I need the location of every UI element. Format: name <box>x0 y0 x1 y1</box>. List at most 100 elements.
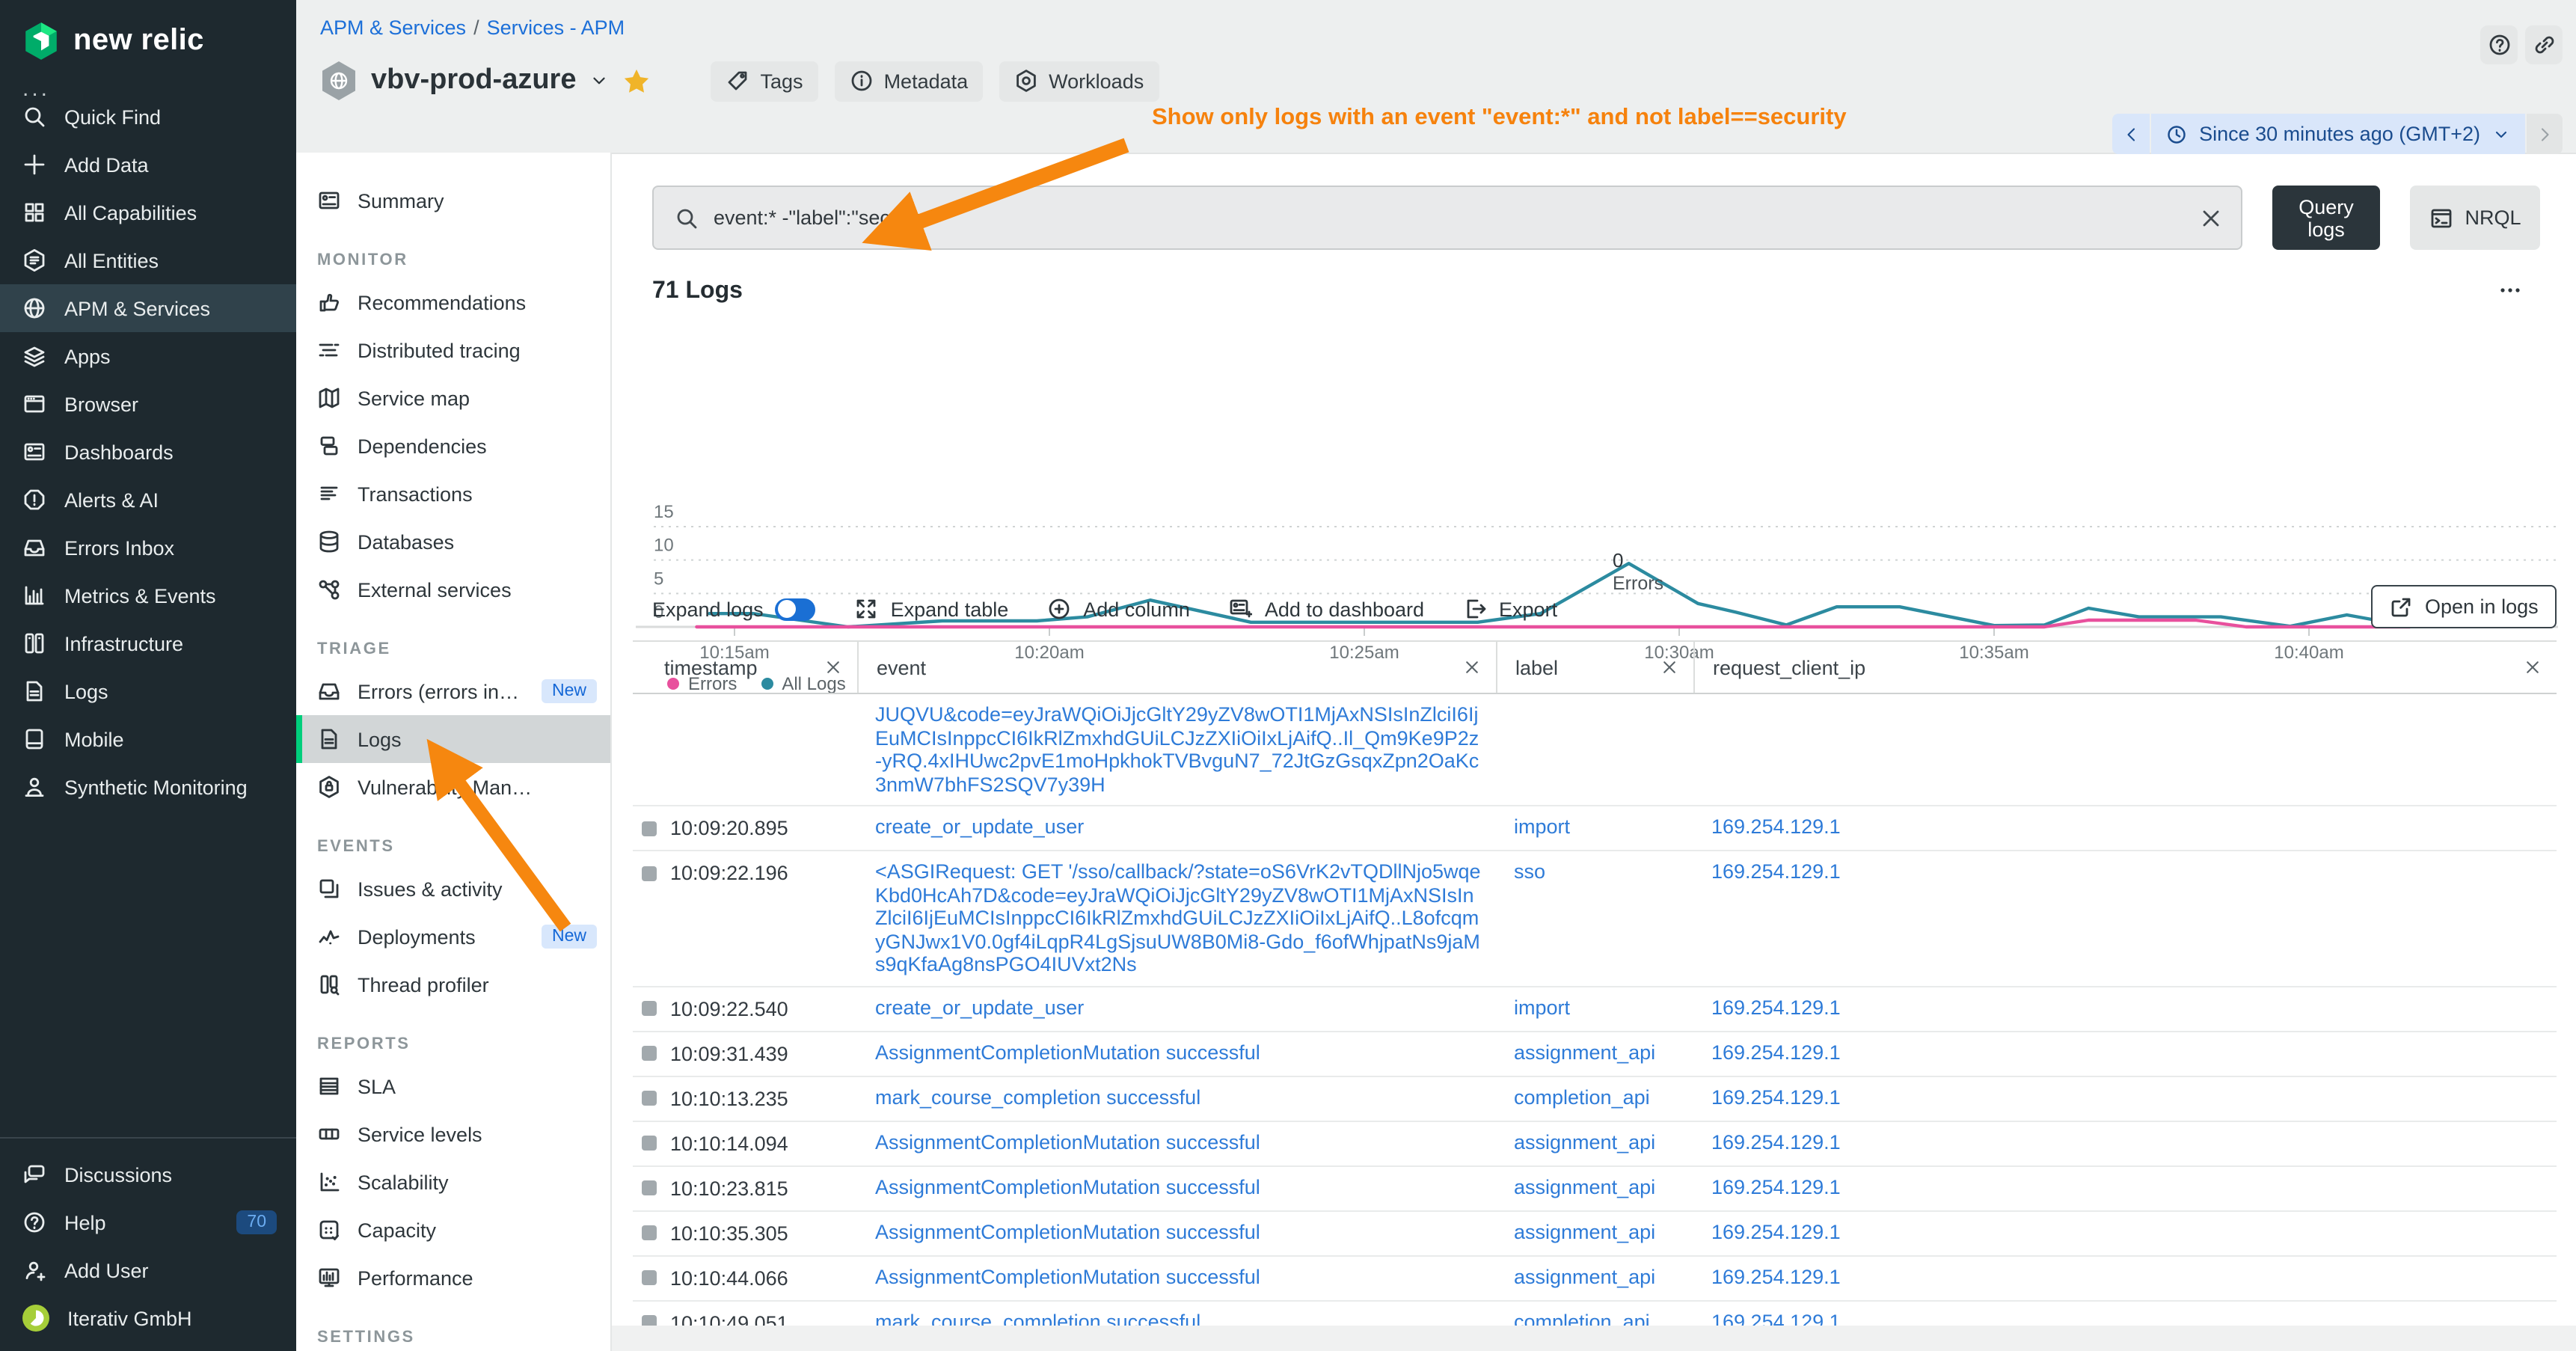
cell-event-link[interactable]: mark_course_completion successful <box>875 1085 1201 1108</box>
cell-event-link[interactable]: <ASGIRequest: GET '/sso/callback/?state=… <box>875 860 1481 975</box>
subnav-item-summary[interactable]: Summary <box>296 177 610 224</box>
sidebar-footer-help[interactable]: Help 70 <box>0 1198 296 1246</box>
new-relic-logo[interactable]: new relic <box>0 0 296 61</box>
table-row[interactable]: JUQVU&code=eyJraWQiOiJjcGltY29yZV8wOTI1M… <box>633 694 2557 806</box>
cell-request-client-ip-link[interactable]: 169.254.129.1 <box>1711 860 1841 883</box>
open-in-logs-button[interactable]: Open in logs <box>2371 585 2557 628</box>
subnav-item-errors-errors-inb[interactable]: Errors (errors inb... New <box>296 667 610 715</box>
expand-logs-toggle[interactable] <box>775 598 816 620</box>
help-button[interactable] <box>2480 25 2518 64</box>
expand-table-button[interactable]: Expand table <box>855 597 1008 621</box>
cell-event-link[interactable]: AssignmentCompletionMutation successful <box>875 1265 1260 1287</box>
sidebar-item-dashboards[interactable]: Dashboards <box>0 428 296 476</box>
subnav-item-service-map[interactable]: Service map <box>296 374 610 422</box>
sidebar-item-errors-inbox[interactable]: Errors Inbox <box>0 524 296 572</box>
cell-request-client-ip-link[interactable]: 169.254.129.1 <box>1711 1085 1841 1108</box>
cell-request-client-ip-link[interactable]: 169.254.129.1 <box>1711 1041 1841 1063</box>
clear-query-button[interactable] <box>2178 206 2223 230</box>
cell-event-link[interactable]: create_or_update_user <box>875 815 1085 838</box>
table-row[interactable]: 10:09:22.196 <ASGIRequest: GET '/sso/call… <box>633 851 2557 987</box>
subnav-item-recommendations[interactable]: Recommendations <box>296 278 610 326</box>
cell-event-link[interactable]: AssignmentCompletionMutation successful <box>875 1220 1260 1243</box>
panel-menu-button[interactable] <box>2498 278 2522 310</box>
legend-all-logs[interactable]: All Logs <box>761 673 846 694</box>
cell-label-link[interactable]: assignment_api <box>1514 1220 1656 1243</box>
log-query-input[interactable] <box>699 206 2178 229</box>
sidebar-item-all-entities[interactable]: All Entities <box>0 236 296 284</box>
subnav-item-transactions[interactable]: Transactions <box>296 470 610 518</box>
table-row[interactable]: 10:10:35.305 AssignmentCompletionMutation… <box>633 1211 2557 1256</box>
entity-chevron-down-icon[interactable] <box>590 69 610 93</box>
sidebar-item-apps[interactable]: Apps <box>0 332 296 380</box>
subnav-item-databases[interactable]: Databases <box>296 518 610 566</box>
tags-button[interactable]: Tags <box>711 61 818 101</box>
subnav-item-logs[interactable]: Logs <box>296 715 610 763</box>
subnav-item-sla[interactable]: SLA <box>296 1062 610 1110</box>
sidebar-item-infrastructure[interactable]: Infrastructure <box>0 619 296 667</box>
cell-request-client-ip-link[interactable]: 169.254.129.1 <box>1711 1265 1841 1287</box>
table-row[interactable]: 10:09:22.540 create_or_update_user import 1… <box>633 987 2557 1032</box>
table-row[interactable]: 10:09:31.439 AssignmentCompletionMutation… <box>633 1032 2557 1076</box>
cell-label-link[interactable]: completion_api <box>1514 1085 1650 1108</box>
sidebar-item-mobile[interactable]: Mobile <box>0 715 296 763</box>
remove-column-button[interactable] <box>2524 655 2542 679</box>
table-row[interactable]: 10:10:44.066 AssignmentCompletionMutation… <box>633 1256 2557 1301</box>
cell-request-client-ip-link[interactable]: 169.254.129.1 <box>1711 996 1841 1018</box>
subnav-item-service-levels[interactable]: Service levels <box>296 1110 610 1158</box>
sidebar-footer-iterativ-gmbh[interactable]: Iterativ GmbH <box>0 1294 296 1342</box>
subnav-item-vulnerability-management[interactable]: Vulnerability Management <box>296 763 610 811</box>
cell-event-link[interactable]: AssignmentCompletionMutation successful <box>875 1041 1260 1063</box>
time-range-button[interactable]: Since 30 minutes ago (GMT+2) <box>2151 114 2525 154</box>
time-back-button[interactable] <box>2112 114 2150 154</box>
sidebar-footer-add-user[interactable]: Add User <box>0 1246 296 1294</box>
sidebar-more-ellipsis[interactable]: ... <box>22 76 51 102</box>
column-header-event[interactable]: event <box>857 642 1496 693</box>
permalink-button[interactable] <box>2525 25 2563 64</box>
cell-label-link[interactable]: import <box>1514 815 1571 838</box>
cell-request-client-ip-link[interactable]: 169.254.129.1 <box>1711 1130 1841 1153</box>
sidebar-item-add-data[interactable]: Add Data <box>0 141 296 189</box>
workloads-button[interactable]: Workloads <box>999 61 1159 101</box>
table-row[interactable]: 10:10:23.815 AssignmentCompletionMutation… <box>633 1166 2557 1211</box>
cell-label-link[interactable]: sso <box>1514 860 1546 883</box>
sidebar-item-metrics-events[interactable]: Metrics & Events <box>0 572 296 619</box>
subnav-item-capacity[interactable]: Capacity <box>296 1206 610 1254</box>
sidebar-item-alerts-ai[interactable]: Alerts & AI <box>0 476 296 524</box>
column-header-timestamp[interactable]: timestamp <box>633 642 857 693</box>
table-row[interactable]: 10:10:14.094 AssignmentCompletionMutation… <box>633 1121 2557 1166</box>
sidebar-item-apm-services[interactable]: APM & Services <box>0 284 296 332</box>
query-logs-button[interactable]: Query logs <box>2272 186 2380 250</box>
table-row[interactable]: 10:09:20.895 create_or_update_user import 1… <box>633 806 2557 851</box>
cell-label-link[interactable]: assignment_api <box>1514 1265 1656 1287</box>
subnav-item-dependencies[interactable]: Dependencies <box>296 422 610 470</box>
favorite-star-icon[interactable] <box>623 67 651 95</box>
breadcrumb-apm-services[interactable]: APM & Services <box>320 16 467 39</box>
remove-column-button[interactable] <box>824 655 842 679</box>
cell-label-link[interactable]: assignment_api <box>1514 1175 1656 1198</box>
subnav-item-thread-profiler[interactable]: Thread profiler <box>296 961 610 1008</box>
cell-label-link[interactable]: assignment_api <box>1514 1041 1656 1063</box>
cell-event-link[interactable]: create_or_update_user <box>875 996 1085 1018</box>
subnav-item-scalability[interactable]: Scalability <box>296 1158 610 1206</box>
subnav-item-external-services[interactable]: External services <box>296 566 610 613</box>
cell-label-link[interactable]: import <box>1514 996 1571 1018</box>
sidebar-item-browser[interactable]: Browser <box>0 380 296 428</box>
legend-errors[interactable]: Errors <box>667 673 737 694</box>
remove-column-button[interactable] <box>1463 655 1481 679</box>
subnav-item-distributed-tracing[interactable]: Distributed tracing <box>296 326 610 374</box>
subnav-item-deployments[interactable]: Deployments New <box>296 913 610 961</box>
add-to-dashboard-button[interactable]: Add to dashboard <box>1229 597 1424 621</box>
column-header-label[interactable]: label <box>1496 642 1693 693</box>
cell-request-client-ip-link[interactable]: 169.254.129.1 <box>1711 815 1841 838</box>
metadata-button[interactable]: Metadata <box>834 61 984 101</box>
breadcrumb-services-apm[interactable]: Services - APM <box>486 16 625 39</box>
cell-event-link[interactable]: JUQVU&code=eyJraWQiOiJjcGltY29yZV8wOTI1M… <box>875 703 1479 795</box>
cell-event-link[interactable]: AssignmentCompletionMutation successful <box>875 1175 1260 1198</box>
table-row[interactable]: 10:10:13.235 mark_course_completion succe… <box>633 1076 2557 1121</box>
export-button[interactable]: Export <box>1463 597 1557 621</box>
subnav-item-issues-activity[interactable]: Issues & activity <box>296 865 610 913</box>
nrql-button[interactable]: NRQL <box>2410 186 2540 250</box>
time-forward-button[interactable] <box>2527 114 2563 154</box>
sidebar-item-synthetic-monitoring[interactable]: Synthetic Monitoring <box>0 763 296 811</box>
sidebar-footer-discussions[interactable]: Discussions <box>0 1151 296 1198</box>
